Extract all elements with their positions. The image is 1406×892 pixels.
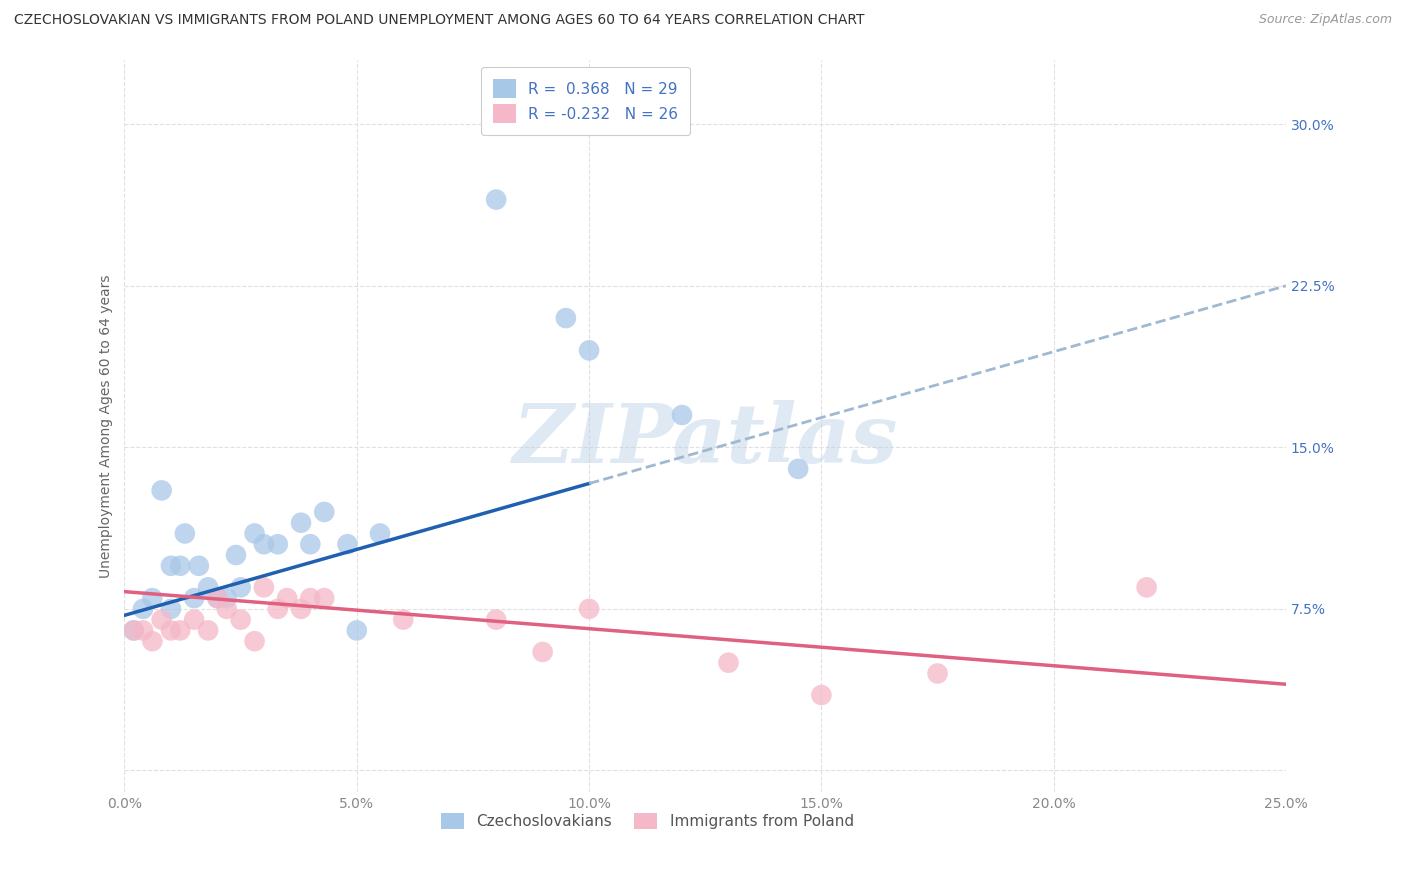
Point [187,558,209,573]
Point [150,483,173,498]
Point [787,462,810,476]
Point [141,591,163,606]
Point [578,343,600,358]
Point [183,591,205,606]
Point [169,558,191,573]
Point [160,602,183,616]
Point [485,193,508,207]
Point [229,580,252,594]
Point [336,537,359,551]
Text: CZECHOSLOVAKIAN VS IMMIGRANTS FROM POLAND UNEMPLOYMENT AMONG AGES 60 TO 64 YEARS: CZECHOSLOVAKIAN VS IMMIGRANTS FROM POLAN… [14,13,865,28]
Point [717,656,740,670]
Point [150,613,173,627]
Point [290,602,312,616]
Point [243,526,266,541]
Point [267,602,290,616]
Point [160,624,183,638]
Point [346,624,368,638]
Point [314,505,336,519]
Point [253,580,276,594]
Text: Source: ZipAtlas.com: Source: ZipAtlas.com [1258,13,1392,27]
Point [169,624,191,638]
Point [207,591,229,606]
Point [276,591,298,606]
Point [207,591,229,606]
Point [183,613,205,627]
Y-axis label: Unemployment Among Ages 60 to 64 years: Unemployment Among Ages 60 to 64 years [100,274,114,577]
Point [122,624,145,638]
Point [1136,580,1159,594]
Point [132,624,155,638]
Point [368,526,391,541]
Point [132,602,155,616]
Point [290,516,312,530]
Point [554,311,576,326]
Text: ZIPatlas: ZIPatlas [513,401,898,481]
Point [225,548,247,562]
Point [671,408,693,422]
Point [141,634,163,648]
Point [927,666,949,681]
Point [173,526,195,541]
Point [299,591,322,606]
Point [197,624,219,638]
Point [253,537,276,551]
Point [392,613,415,627]
Point [160,558,183,573]
Point [299,537,322,551]
Legend: Czechoslovakians, Immigrants from Poland: Czechoslovakians, Immigrants from Poland [434,807,860,836]
Point [215,591,238,606]
Point [485,613,508,627]
Point [578,602,600,616]
Point [229,613,252,627]
Point [243,634,266,648]
Point [122,624,145,638]
Point [197,580,219,594]
Point [531,645,554,659]
Point [267,537,290,551]
Point [215,602,238,616]
Point [810,688,832,702]
Point [314,591,336,606]
